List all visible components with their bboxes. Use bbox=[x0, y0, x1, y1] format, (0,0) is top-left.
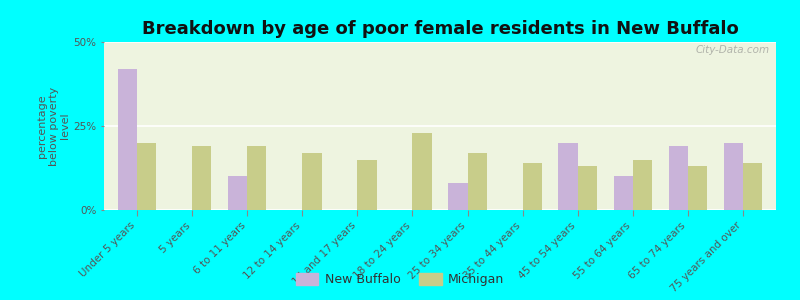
Bar bbox=[522, 163, 542, 210]
Bar bbox=[724, 143, 743, 210]
Bar bbox=[358, 160, 377, 210]
Legend: New Buffalo, Michigan: New Buffalo, Michigan bbox=[291, 268, 509, 291]
Bar bbox=[578, 166, 597, 210]
Text: City-Data.com: City-Data.com bbox=[695, 45, 770, 56]
Title: Breakdown by age of poor female residents in New Buffalo: Breakdown by age of poor female resident… bbox=[142, 20, 738, 38]
Bar bbox=[302, 153, 322, 210]
Bar bbox=[614, 176, 633, 210]
Bar bbox=[192, 146, 211, 210]
Bar bbox=[413, 133, 432, 210]
Bar bbox=[448, 183, 467, 210]
Bar bbox=[669, 146, 688, 210]
Bar bbox=[743, 163, 762, 210]
Bar bbox=[137, 143, 156, 210]
Bar bbox=[688, 166, 707, 210]
Bar bbox=[467, 153, 487, 210]
Y-axis label: percentage
below poverty
level: percentage below poverty level bbox=[38, 86, 70, 166]
Bar bbox=[633, 160, 652, 210]
Bar bbox=[247, 146, 266, 210]
Bar bbox=[118, 69, 137, 210]
Bar bbox=[228, 176, 247, 210]
Bar bbox=[558, 143, 578, 210]
